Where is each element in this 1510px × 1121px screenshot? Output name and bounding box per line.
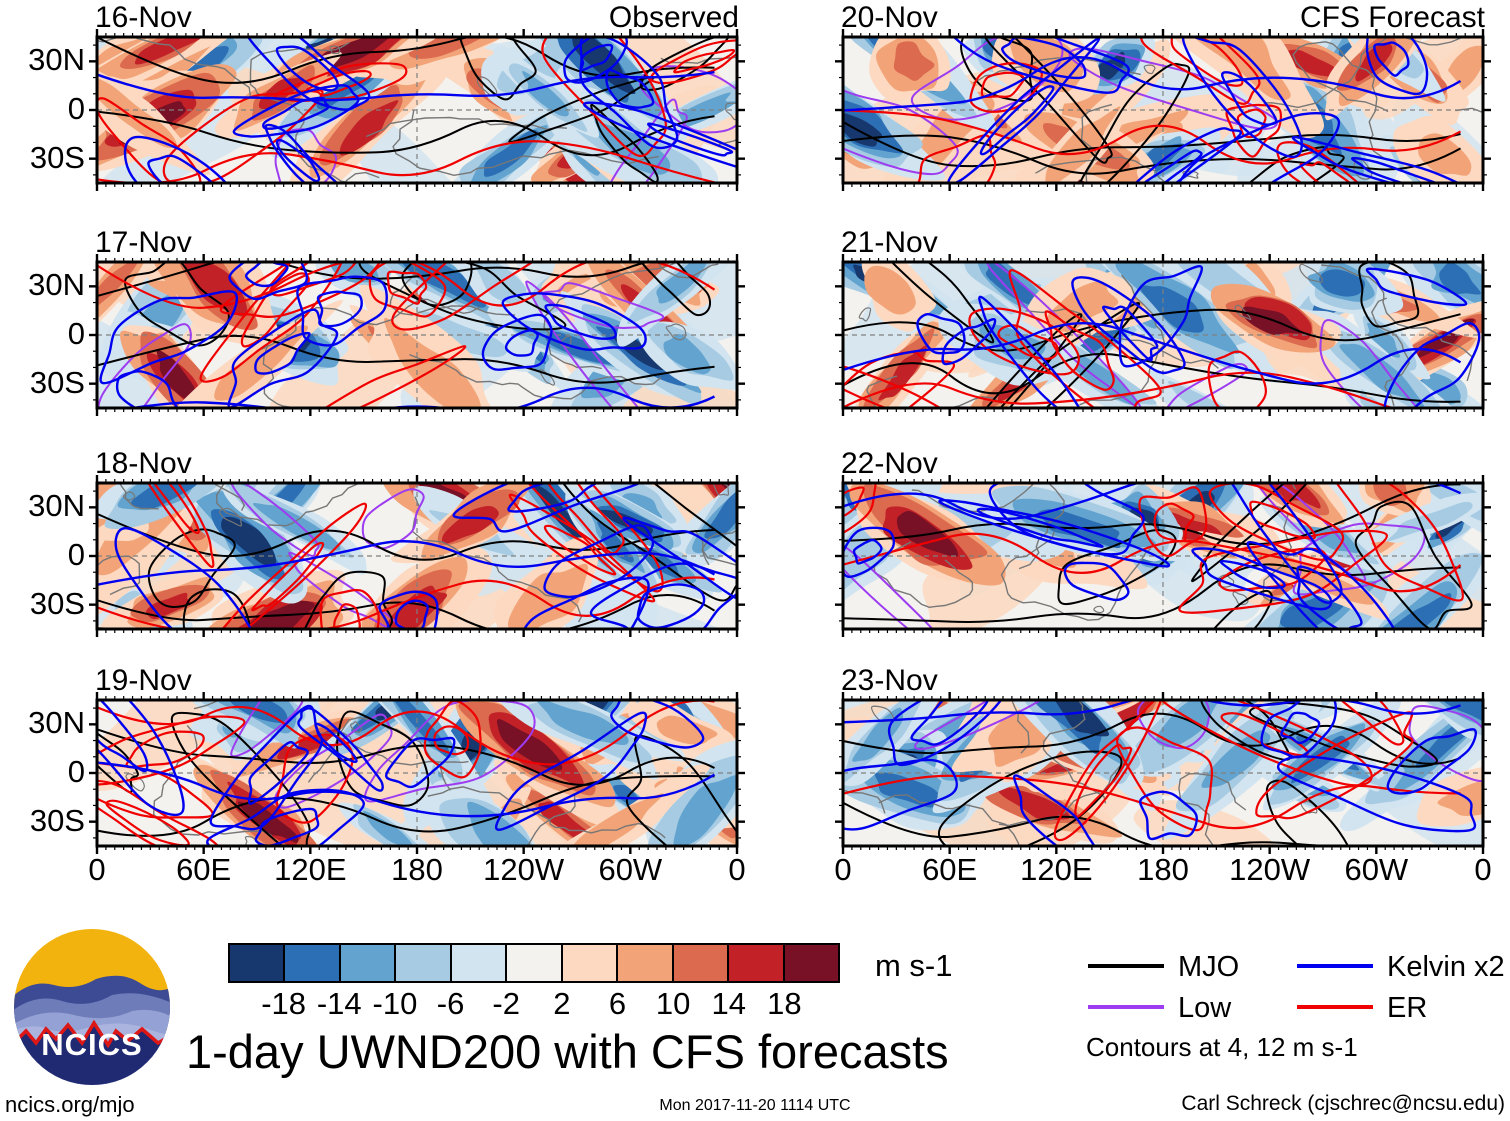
panel-date-label: 17-Nov — [95, 226, 192, 259]
map-panel-23-nov: 23-Nov — [835, 666, 1491, 854]
map-canvas — [89, 254, 745, 416]
longitude-tick-label: 180 — [391, 852, 443, 887]
colorbar-cell — [340, 945, 397, 981]
longitude-tick-label: 0 — [88, 852, 106, 887]
longitude-tick-label: 0 — [1474, 852, 1492, 887]
colorbar-cell — [230, 945, 286, 981]
ncics-logo: NCICS — [14, 929, 170, 1085]
colorbar-cell — [285, 945, 341, 981]
colorbar-units: m s-1 — [875, 948, 953, 983]
column-header-cfs-forecast: CFS Forecast — [1299, 1, 1485, 34]
colorbar-cell — [562, 945, 619, 981]
colorbar — [228, 943, 840, 983]
map-canvas — [835, 692, 1491, 854]
colorbar-cell — [451, 945, 508, 981]
colorbar-cell — [618, 945, 674, 981]
panel-date-label: 23-Nov — [841, 664, 938, 697]
longitude-tick-label: 180 — [1137, 852, 1189, 887]
longitude-tick-label: 120E — [274, 852, 347, 887]
longitude-tick-label: 60E — [176, 852, 232, 887]
latitude-tick-label: 0 — [67, 753, 85, 789]
panel-date-label: 20-Nov — [841, 1, 938, 34]
colorbar-tick-value: 14 — [711, 986, 746, 1021]
latitude-tick-label: 30S — [29, 139, 85, 175]
latitude-tick-label: 30S — [29, 802, 85, 838]
longitude-axis-right: 0 60E 120E 180 120W 60W 0 — [834, 852, 1491, 888]
longitude-tick-label: 60W — [1344, 852, 1409, 887]
colorbar-tick-value: -18 — [261, 986, 307, 1021]
footer-author: Carl Schreck (cjschrec@ncsu.edu) — [1181, 1092, 1505, 1115]
panel-date-label: 21-Nov — [841, 226, 938, 259]
legend-label-mjo: MJO — [1178, 951, 1240, 983]
colorbar-tick-value: 6 — [608, 986, 627, 1021]
legend-label-low: Low — [1178, 992, 1232, 1024]
colorbar-cell — [784, 945, 838, 981]
map-panel-21-nov: 21-Nov — [835, 228, 1491, 416]
colorbar-cell — [673, 945, 730, 981]
latitude-tick-label: 30N — [28, 705, 85, 741]
longitude-tick-label: 0 — [728, 852, 746, 887]
legend-label-kelvin: Kelvin x2 — [1387, 951, 1505, 983]
legend-line-low — [1088, 1005, 1164, 1009]
longitude-tick-label: 60W — [598, 852, 663, 887]
figure-title: 1-day UWND200 with CFS forecasts — [186, 1025, 949, 1078]
colorbar-tick-value: 10 — [655, 986, 691, 1021]
legend-line-er — [1297, 1005, 1373, 1009]
legend-line-kelvin — [1297, 964, 1373, 968]
colorbar-cell — [729, 945, 785, 981]
panel-date-label: 16-Nov — [95, 1, 192, 34]
logo-red-ridge-line — [14, 1019, 170, 1085]
latitude-tick-label: 0 — [67, 536, 85, 572]
map-canvas — [89, 29, 745, 191]
logo-text: NCICS — [41, 1027, 142, 1062]
longitude-tick-label: 120W — [483, 852, 565, 887]
longitude-tick-label: 120E — [1020, 852, 1093, 887]
colorbar-tick-value: 2 — [553, 986, 571, 1021]
longitude-axis-left: 0 60E 120E 180 120W 60W 0 — [88, 852, 745, 888]
column-header-observed: Observed — [608, 1, 739, 34]
map-canvas — [89, 692, 745, 854]
map-canvas — [835, 254, 1491, 416]
latitude-tick-label: 30N — [28, 267, 85, 303]
map-panel-17-nov: 17-Nov 30N 0 30S — [28, 228, 745, 416]
colorbar-tick-value: -6 — [436, 986, 465, 1021]
map-panel-18-nov: 18-Nov 30N 0 30S — [28, 449, 745, 637]
legend-line-mjo — [1088, 964, 1164, 968]
longitude-tick-label: 0 — [834, 852, 852, 887]
latitude-tick-label: 30S — [29, 364, 85, 400]
colorbar-tick-value: 18 — [767, 986, 802, 1021]
map-canvas — [835, 29, 1491, 191]
colorbar-cell — [507, 945, 563, 981]
longitude-tick-label: 60E — [922, 852, 978, 887]
footer-url: ncics.org/mjo — [5, 1092, 135, 1117]
latitude-tick-label: 30S — [29, 585, 85, 621]
map-panel-22-nov: 22-Nov — [835, 449, 1491, 637]
map-canvas — [835, 475, 1491, 637]
panel-date-label: 19-Nov — [95, 664, 192, 697]
colorbar-cell — [396, 945, 452, 981]
map-panel-16-nov: 16-Nov Observed 30N 0 30S — [28, 3, 745, 191]
map-canvas — [89, 475, 745, 637]
colorbar-tick-value: -10 — [372, 986, 418, 1021]
latitude-tick-label: 0 — [67, 90, 85, 126]
latitude-tick-label: 30N — [28, 42, 85, 78]
panel-date-label: 22-Nov — [841, 447, 938, 480]
colorbar-tick-value: -2 — [492, 986, 520, 1021]
footer-timestamp: Mon 2017-11-20 1114 UTC — [659, 1097, 851, 1114]
latitude-tick-label: 30N — [28, 488, 85, 524]
colorbar-tick-value: -14 — [316, 986, 362, 1021]
legend-note: Contours at 4, 12 m s-1 — [1086, 1032, 1358, 1062]
colorbar-tick-labels: -18 -14 -10 -6 -2 2 6 10 14 18 — [228, 986, 840, 1021]
map-panel-20-nov: 20-Nov CFS Forecast — [835, 3, 1491, 191]
panel-date-label: 18-Nov — [95, 447, 192, 480]
longitude-tick-label: 120W — [1229, 852, 1311, 887]
map-panel-19-nov: 19-Nov 30N 0 30S — [28, 666, 745, 854]
legend-label-er: ER — [1387, 992, 1428, 1024]
latitude-tick-label: 0 — [67, 315, 85, 351]
